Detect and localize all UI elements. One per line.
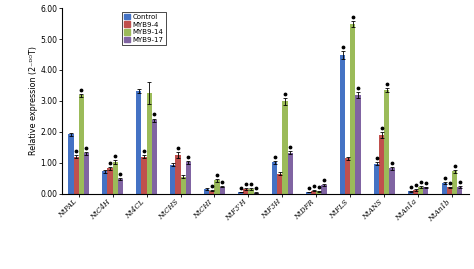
Bar [141, 157, 146, 194]
Bar [118, 179, 123, 194]
Bar [423, 187, 428, 194]
Bar [350, 24, 356, 194]
Bar [214, 180, 219, 194]
Bar [175, 155, 181, 194]
Bar [321, 185, 327, 194]
Bar [146, 93, 152, 194]
Bar [137, 91, 141, 194]
Bar [340, 55, 345, 194]
Bar [390, 168, 394, 194]
Bar [210, 190, 214, 194]
Bar [442, 183, 447, 194]
Bar [408, 191, 413, 194]
Bar [79, 95, 84, 194]
Bar [283, 101, 288, 194]
Bar [384, 90, 390, 194]
Bar [238, 192, 243, 194]
Bar [306, 192, 311, 194]
Y-axis label: Relative expression (2⁻ᴰᴼT): Relative expression (2⁻ᴰᴼT) [28, 46, 37, 155]
Bar [356, 95, 361, 194]
Bar [84, 153, 89, 194]
Bar [418, 187, 423, 194]
Bar [447, 187, 452, 194]
Bar [170, 165, 175, 194]
Bar [108, 168, 113, 194]
Bar [68, 134, 73, 194]
Bar [181, 177, 186, 194]
Bar [452, 171, 457, 194]
Bar [413, 190, 419, 194]
Bar [152, 120, 157, 194]
Bar [186, 162, 191, 194]
Legend: Control, MYB9-4, MYB9-14, MYB9-17: Control, MYB9-4, MYB9-14, MYB9-17 [122, 12, 165, 45]
Bar [248, 189, 254, 194]
Bar [102, 171, 108, 194]
Bar [374, 164, 379, 194]
Bar [272, 162, 277, 194]
Bar [311, 190, 316, 194]
Bar [219, 187, 225, 194]
Bar [457, 187, 463, 194]
Bar [316, 191, 321, 194]
Bar [73, 157, 79, 194]
Bar [243, 189, 248, 194]
Bar [254, 193, 259, 194]
Bar [379, 135, 384, 194]
Bar [277, 174, 283, 194]
Bar [345, 158, 350, 194]
Bar [288, 153, 292, 194]
Bar [113, 162, 118, 194]
Bar [204, 189, 210, 194]
